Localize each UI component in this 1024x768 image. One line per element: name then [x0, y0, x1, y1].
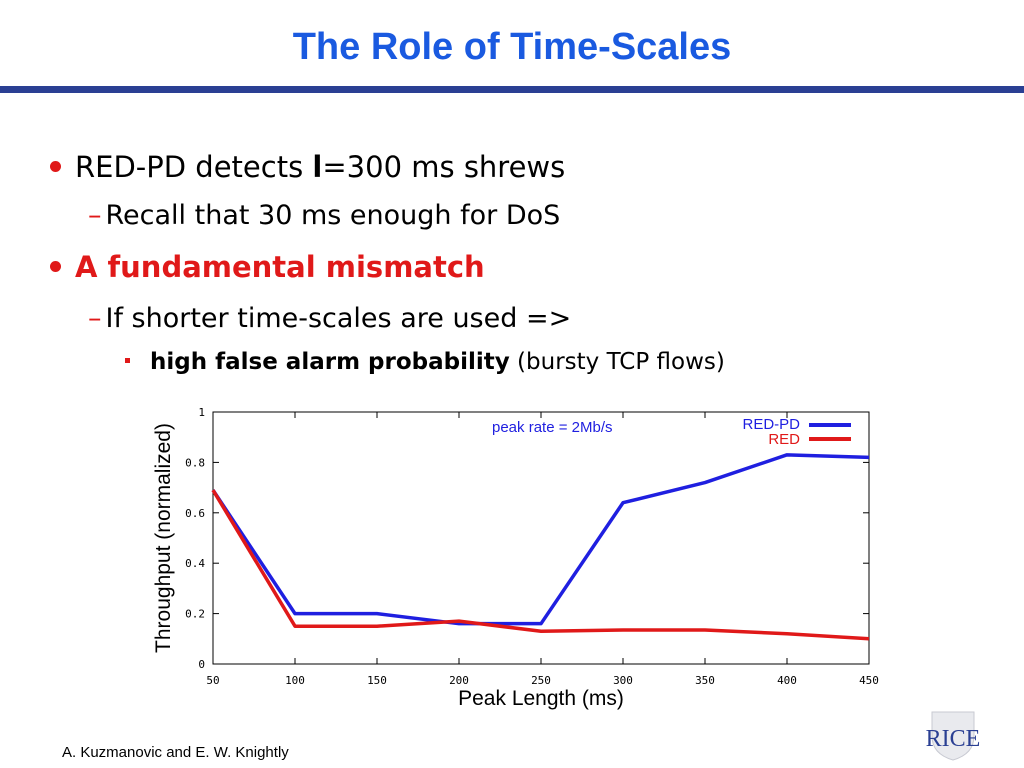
x-tick-label: 450 [859, 674, 879, 687]
bullet-dot-icon [50, 160, 61, 172]
x-tick-label: 100 [285, 674, 305, 687]
y-tick-label: 0 [198, 658, 205, 671]
slide-title: The Role of Time-Scales [292, 26, 732, 68]
x-tick-label: 150 [367, 674, 387, 687]
bullet-1-text-pre: RED-PD detects [75, 150, 313, 184]
dash-icon: – [88, 200, 102, 231]
bullet-dot-icon [50, 260, 61, 272]
x-axis-label: Peak Length (ms) [458, 687, 624, 710]
x-tick-label: 350 [695, 674, 715, 687]
x-tick-label: 250 [531, 674, 551, 687]
bullet-1-sub: – Recall that 30 ms enough for DoS [88, 200, 560, 231]
series-line-red [211, 489, 870, 641]
bullet-2-sub-text: If shorter time-scales are used => [105, 303, 572, 334]
bullet-2: A fundamental mismatch [50, 250, 485, 284]
y-tick-label: 1 [198, 406, 205, 419]
rice-logo: RICE [926, 711, 981, 761]
bullet-2-sub-sub: high false alarm probability (bursty TCP… [125, 349, 725, 375]
legend-label-red-pd: RED-PD [742, 416, 800, 433]
x-tick-label: 400 [777, 674, 797, 687]
bullet-1-text-bold: l [312, 150, 323, 184]
dash-icon: – [88, 303, 102, 334]
bullet-2-text: A fundamental mismatch [75, 250, 485, 284]
bullet-2-sub-sub-rest: (bursty TCP flows) [509, 349, 725, 375]
y-tick-label: 0.2 [185, 608, 205, 621]
chart-annotation: peak rate = 2Mb/s [492, 419, 612, 436]
series-line-red-pd [211, 453, 870, 626]
title-divider [0, 86, 1024, 93]
bullet-1-sub-text: Recall that 30 ms enough for DoS [105, 200, 561, 231]
square-bullet-icon [125, 358, 130, 363]
rice-logo-text: RICE [926, 726, 981, 752]
bullet-1-text-post: =300 ms shrews [322, 150, 566, 184]
legend-label-red: RED [768, 431, 800, 448]
throughput-chart: 50 100 150 200 250 300 350 400 450 0 0.2 0.4 0.6 0.8 1… [152, 406, 879, 710]
footer-authors: A. Kuzmanovic and E. W. Knightly [62, 744, 289, 761]
y-tick-label: 0.8 [185, 456, 205, 469]
x-tick-label: 200 [449, 674, 469, 687]
y-axis-label: Throughput (normalized) [152, 423, 175, 653]
y-tick-label: 0.6 [185, 507, 205, 520]
x-tick-label: 300 [613, 674, 633, 687]
bullet-2-sub: – If shorter time-scales are used => [88, 303, 571, 334]
y-tick-label: 0.4 [185, 557, 205, 570]
bullet-2-sub-sub-bold: high false alarm probability [150, 349, 510, 375]
x-tick-label: 50 [206, 674, 219, 687]
bullet-1: RED-PD detects l=300 ms shrews [50, 150, 565, 184]
